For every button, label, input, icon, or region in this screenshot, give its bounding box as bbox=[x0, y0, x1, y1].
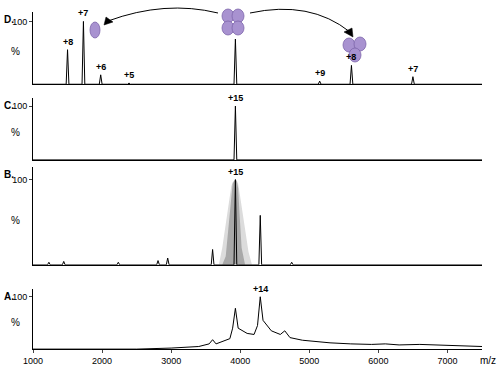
svg-text:100: 100 bbox=[12, 175, 27, 185]
svg-text:B.: B. bbox=[4, 169, 14, 180]
svg-text:1000: 1000 bbox=[23, 356, 43, 366]
svg-text:4000: 4000 bbox=[230, 356, 250, 366]
svg-text:100: 100 bbox=[12, 292, 27, 302]
svg-text:+9: +9 bbox=[315, 68, 325, 78]
svg-text:%: % bbox=[11, 46, 20, 57]
svg-text:+8: +8 bbox=[346, 52, 356, 62]
svg-text:+5: +5 bbox=[124, 70, 134, 80]
svg-text:+8: +8 bbox=[63, 37, 73, 47]
svg-text:m/z: m/z bbox=[480, 355, 496, 366]
svg-text:+15: +15 bbox=[228, 167, 243, 177]
svg-text:+15: +15 bbox=[228, 93, 243, 103]
svg-text:+6: +6 bbox=[96, 62, 106, 72]
svg-text:+14: +14 bbox=[253, 284, 268, 294]
svg-text:%: % bbox=[11, 215, 20, 226]
svg-text:7000: 7000 bbox=[437, 356, 457, 366]
svg-text:3000: 3000 bbox=[161, 356, 181, 366]
svg-text:5000: 5000 bbox=[299, 356, 319, 366]
svg-text:%: % bbox=[11, 317, 20, 328]
svg-text:2000: 2000 bbox=[92, 356, 112, 366]
svg-text:+7: +7 bbox=[408, 64, 418, 74]
svg-text:D.: D. bbox=[4, 14, 14, 25]
svg-text:A.: A. bbox=[4, 291, 14, 302]
svg-text:C.: C. bbox=[4, 100, 14, 111]
svg-text:%: % bbox=[11, 127, 20, 138]
svg-text:100: 100 bbox=[12, 101, 27, 111]
svg-text:6000: 6000 bbox=[368, 356, 388, 366]
svg-text:+7: +7 bbox=[78, 8, 88, 18]
svg-text:100: 100 bbox=[12, 17, 27, 27]
